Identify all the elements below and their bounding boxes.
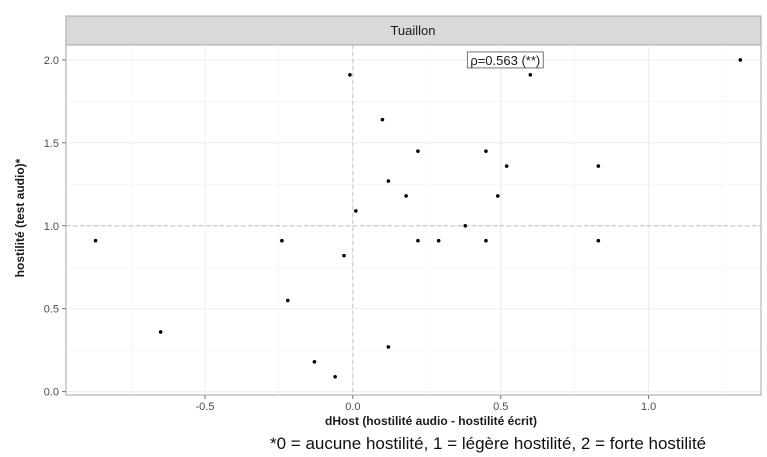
y-tick-label: 1.5 [44, 138, 59, 150]
data-point [495, 194, 500, 198]
data-point [596, 238, 601, 243]
correlation-annotation: ρ=0.563 (**) [466, 51, 544, 69]
strip-background [65, 15, 762, 46]
data-point [354, 209, 358, 213]
data-point [484, 149, 488, 153]
panel-title: Tuaillon [390, 23, 435, 38]
x-tick-label: 1.0 [641, 401, 656, 413]
y-tick-label: 2.0 [44, 55, 59, 67]
data-point [436, 238, 441, 243]
x-axis-label: dHost (hostilité audio - hostilité écrit… [325, 414, 537, 428]
data-point [312, 360, 317, 364]
data-point [348, 73, 352, 77]
data-point [738, 58, 743, 62]
x-tick-label: -0.5 [196, 401, 215, 413]
y-tick-label: 0.5 [44, 304, 59, 316]
data-point [280, 238, 284, 243]
data-point [416, 149, 420, 153]
data-point [463, 224, 468, 228]
data-point [404, 194, 408, 198]
data-point [416, 238, 420, 243]
y-tick-label: 0.0 [44, 387, 59, 399]
data-point [286, 298, 290, 303]
plot-panel [65, 44, 762, 396]
y-tick-label: 1.0 [44, 221, 59, 233]
data-point [596, 164, 601, 168]
data-point [504, 164, 509, 168]
data-point [93, 238, 98, 243]
data-point [342, 253, 346, 258]
data-point [386, 179, 391, 183]
data-point [484, 238, 488, 243]
grid-lines [66, 45, 761, 395]
data-points [93, 58, 743, 379]
data-point [333, 374, 337, 379]
x-tick-label: 0.0 [345, 401, 360, 413]
reference-lines [66, 45, 761, 395]
annotation-box [466, 51, 544, 69]
x-tick-label: 0.5 [493, 401, 508, 413]
y-axis-label: hostilité (test audio)* [13, 158, 27, 277]
annotation-text: ρ=0.563 (**) [470, 53, 540, 68]
data-point [380, 117, 385, 122]
data-point [386, 345, 391, 349]
data-point [158, 330, 163, 334]
footnote: *0 = aucune hostilité, 1 = légère hostil… [270, 434, 707, 453]
axes: -0.5 0.0 0.5 1.0 0.0 0.5 1.0 1.5 2.0 [44, 55, 657, 413]
data-point [528, 73, 533, 77]
